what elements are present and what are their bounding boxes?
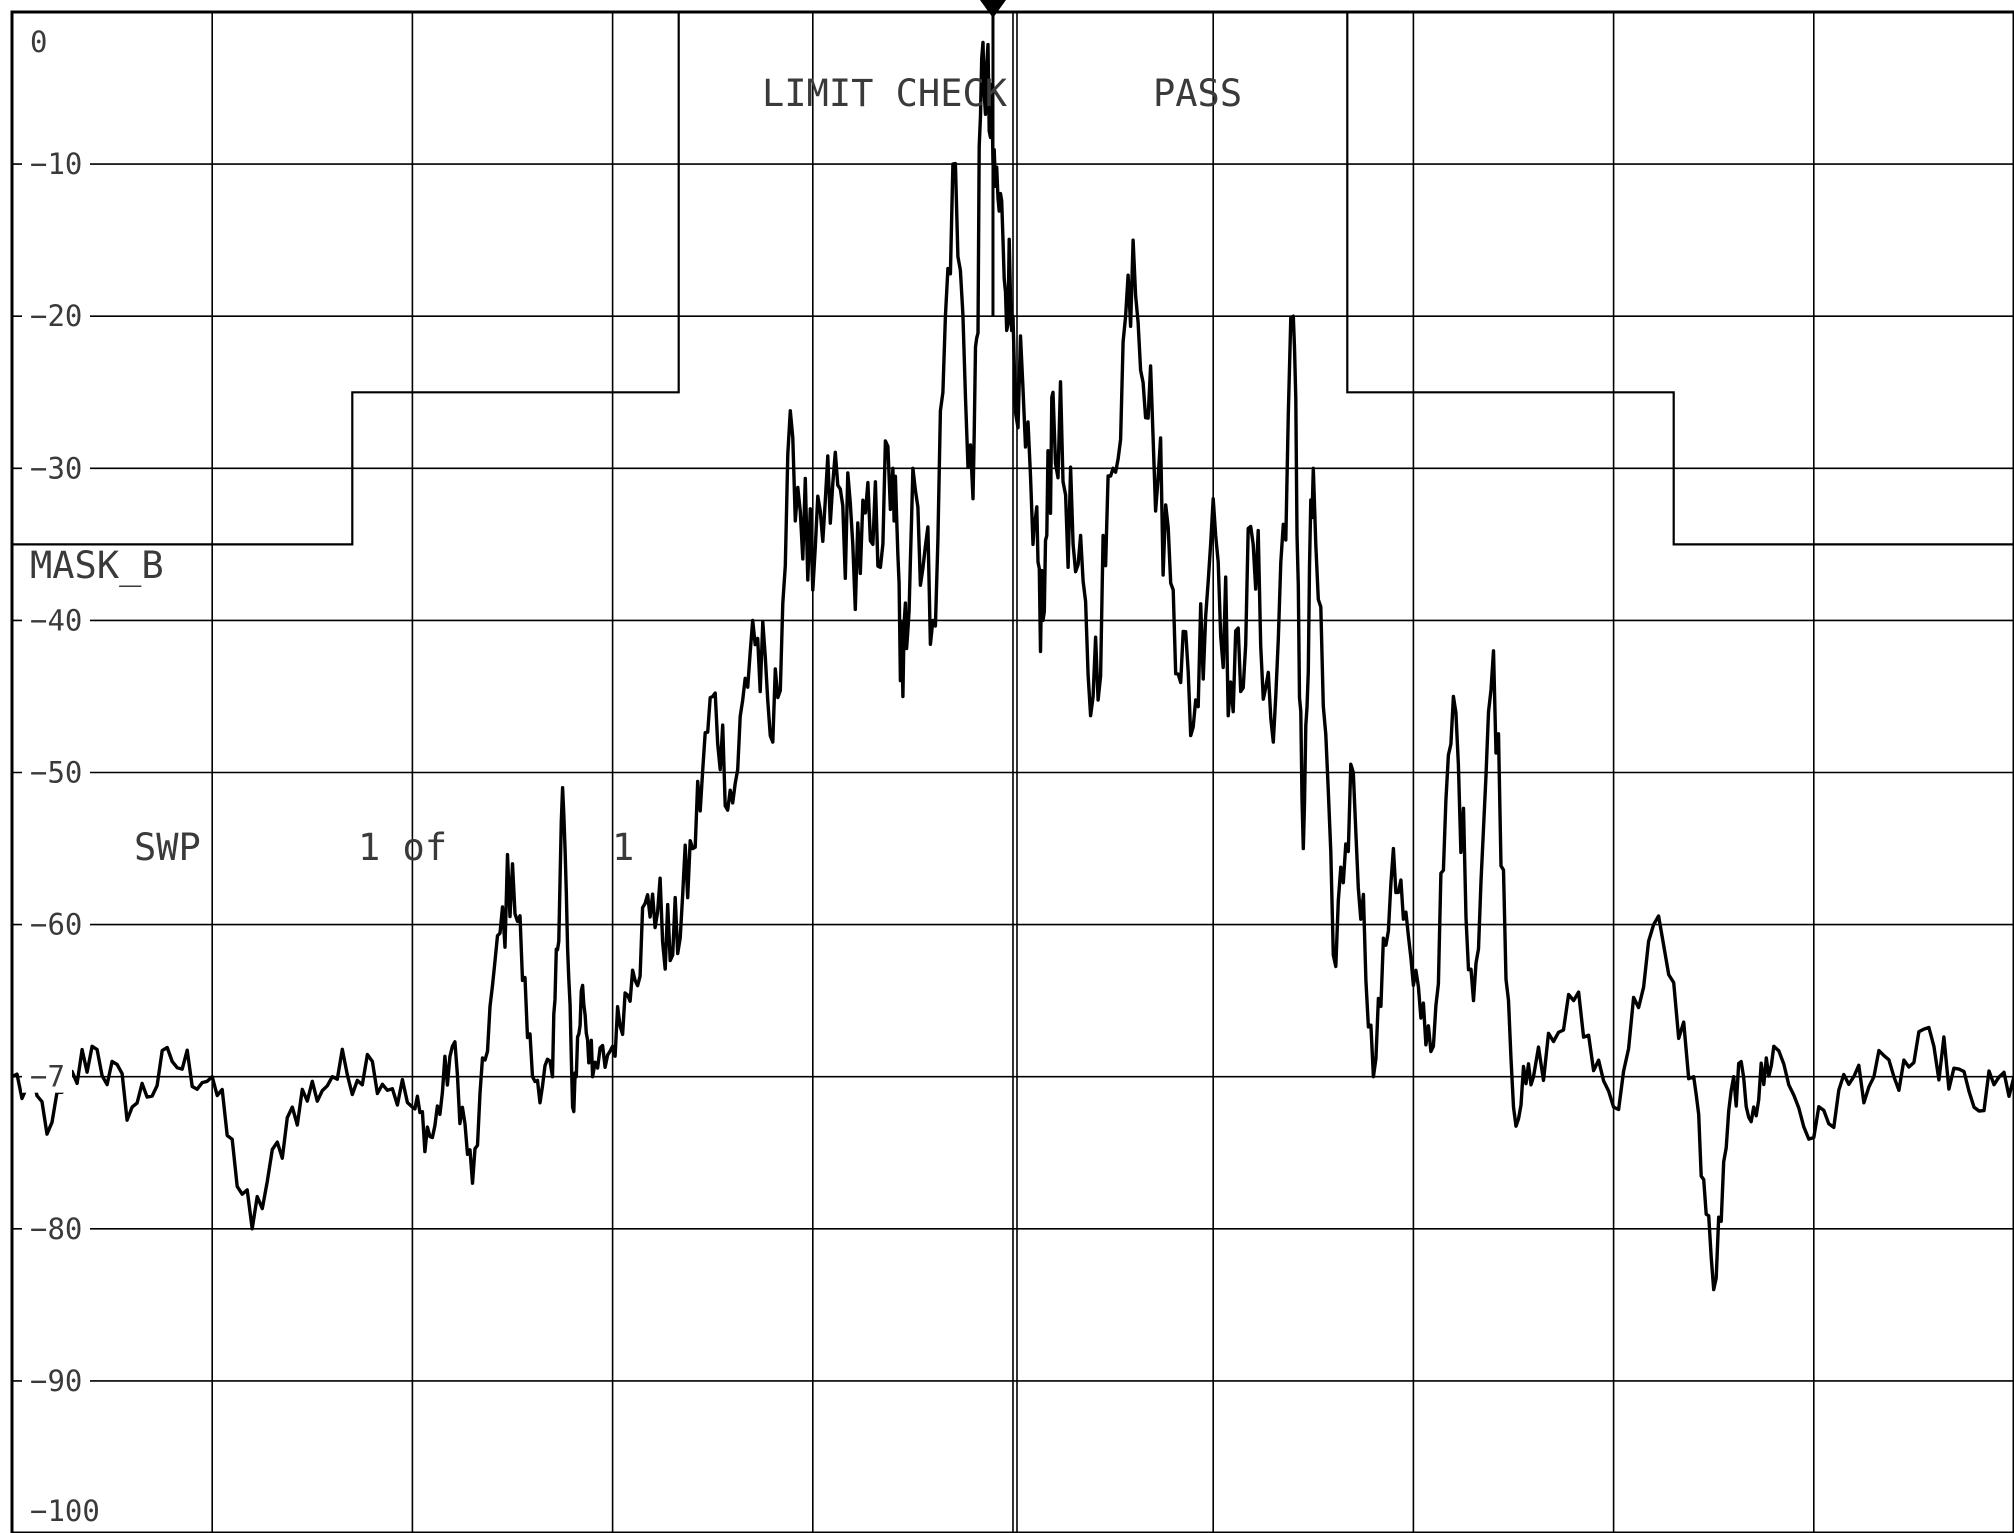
sweep-count: 1 of: [358, 826, 447, 869]
y-axis-tick-labels: 0 −10 −20 −30 −40 −50 −60 −7 −80 −90 −100: [22, 25, 108, 1528]
mask-name-label: MASK_B: [30, 544, 164, 588]
y-tick-label: −50: [30, 756, 82, 790]
spectrum-trace: [11, 40, 2014, 1292]
y-tick-label: −7: [30, 1060, 65, 1094]
y-tick-label: −90: [30, 1364, 82, 1398]
y-tick-label-bg: [22, 302, 90, 333]
y-tick-label-bg: [22, 28, 54, 58]
y-tick-label-bg: [22, 1062, 72, 1093]
y-tick-label-bg: [22, 1366, 90, 1397]
y-tick-label: −20: [30, 299, 82, 333]
y-tick-label-bg: [22, 454, 90, 485]
y-tick-label: 0: [30, 25, 47, 59]
y-tick-label-bg: [22, 606, 90, 637]
sweep-label: SWP: [134, 826, 201, 869]
sweep-total: 1: [612, 826, 634, 869]
marker-triangle-icon: [979, 0, 1006, 18]
y-tick-label-bg: [22, 1497, 108, 1527]
frequency-marker: [979, 0, 1006, 317]
y-tick-label: −80: [30, 1212, 82, 1246]
y-tick-label: −10: [30, 147, 82, 181]
y-tick-label: −100: [30, 1494, 100, 1528]
limit-check-label: LIMIT CHECK: [762, 72, 1008, 115]
y-tick-label: −40: [30, 603, 82, 637]
y-tick-label: −30: [30, 451, 82, 485]
y-tick-label-bg: [22, 758, 90, 789]
plot-border: [10, 10, 2014, 1533]
y-tick-label-bg: [22, 1214, 90, 1245]
limit-check-result: PASS: [1153, 72, 1242, 115]
y-tick-label-bg: [22, 150, 90, 181]
y-tick-label-bg: [22, 910, 90, 941]
plot-grid: [12, 11, 2014, 1533]
y-tick-label: −60: [30, 908, 82, 942]
